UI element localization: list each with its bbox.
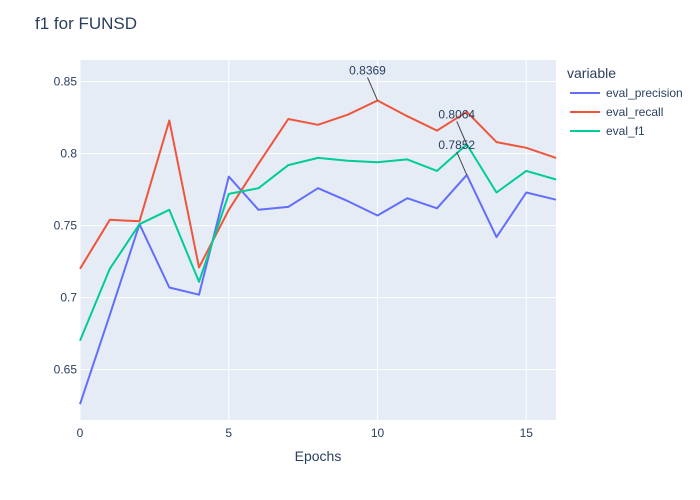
x-axis-title: Epochs: [295, 448, 342, 464]
annotation-arrow: [456, 121, 468, 145]
annotation-arrow: [367, 77, 378, 101]
annotation-label: 0.7852: [438, 138, 475, 152]
annotation-label: 0.8064: [438, 107, 475, 121]
chart-title: f1 for FUNSD: [35, 14, 138, 33]
y-tick-label: 0.65: [54, 363, 78, 377]
legend-label: eval_f1: [606, 124, 645, 138]
y-tick-label: 0.75: [54, 219, 78, 233]
legend-label: eval_precision: [606, 86, 683, 100]
plot-background: [80, 60, 556, 420]
series-line-eval-precision: [79, 173, 557, 405]
x-tick-label: 10: [371, 426, 385, 440]
legend-title: variable: [567, 65, 616, 81]
x-tick-label: 15: [520, 426, 534, 440]
x-tick-label: 5: [225, 426, 232, 440]
x-gridlines: [79, 60, 527, 420]
series-line-eval-recall: [79, 99, 557, 270]
annotation-arrow: [456, 151, 468, 176]
x-tick-labels: 0 5 10 15: [77, 426, 534, 440]
series-layer: [79, 99, 557, 405]
series-line-eval-f1: [79, 143, 557, 342]
y-tick-label: 0.85: [54, 75, 78, 89]
x-tick-label: 0: [77, 426, 84, 440]
annotation-layer: 0.8369 0.8064 0.7852: [349, 63, 475, 176]
y-tick-label: 0.7: [60, 291, 77, 305]
legend-label: eval_recall: [606, 105, 663, 119]
annotation-label: 0.8369: [349, 63, 386, 77]
y-tick-labels: 0.65 0.7 0.75 0.8 0.85: [54, 75, 78, 377]
legend: variable eval_precision eval_recall eval_f…: [567, 65, 683, 138]
y-tick-label: 0.8: [60, 147, 77, 161]
